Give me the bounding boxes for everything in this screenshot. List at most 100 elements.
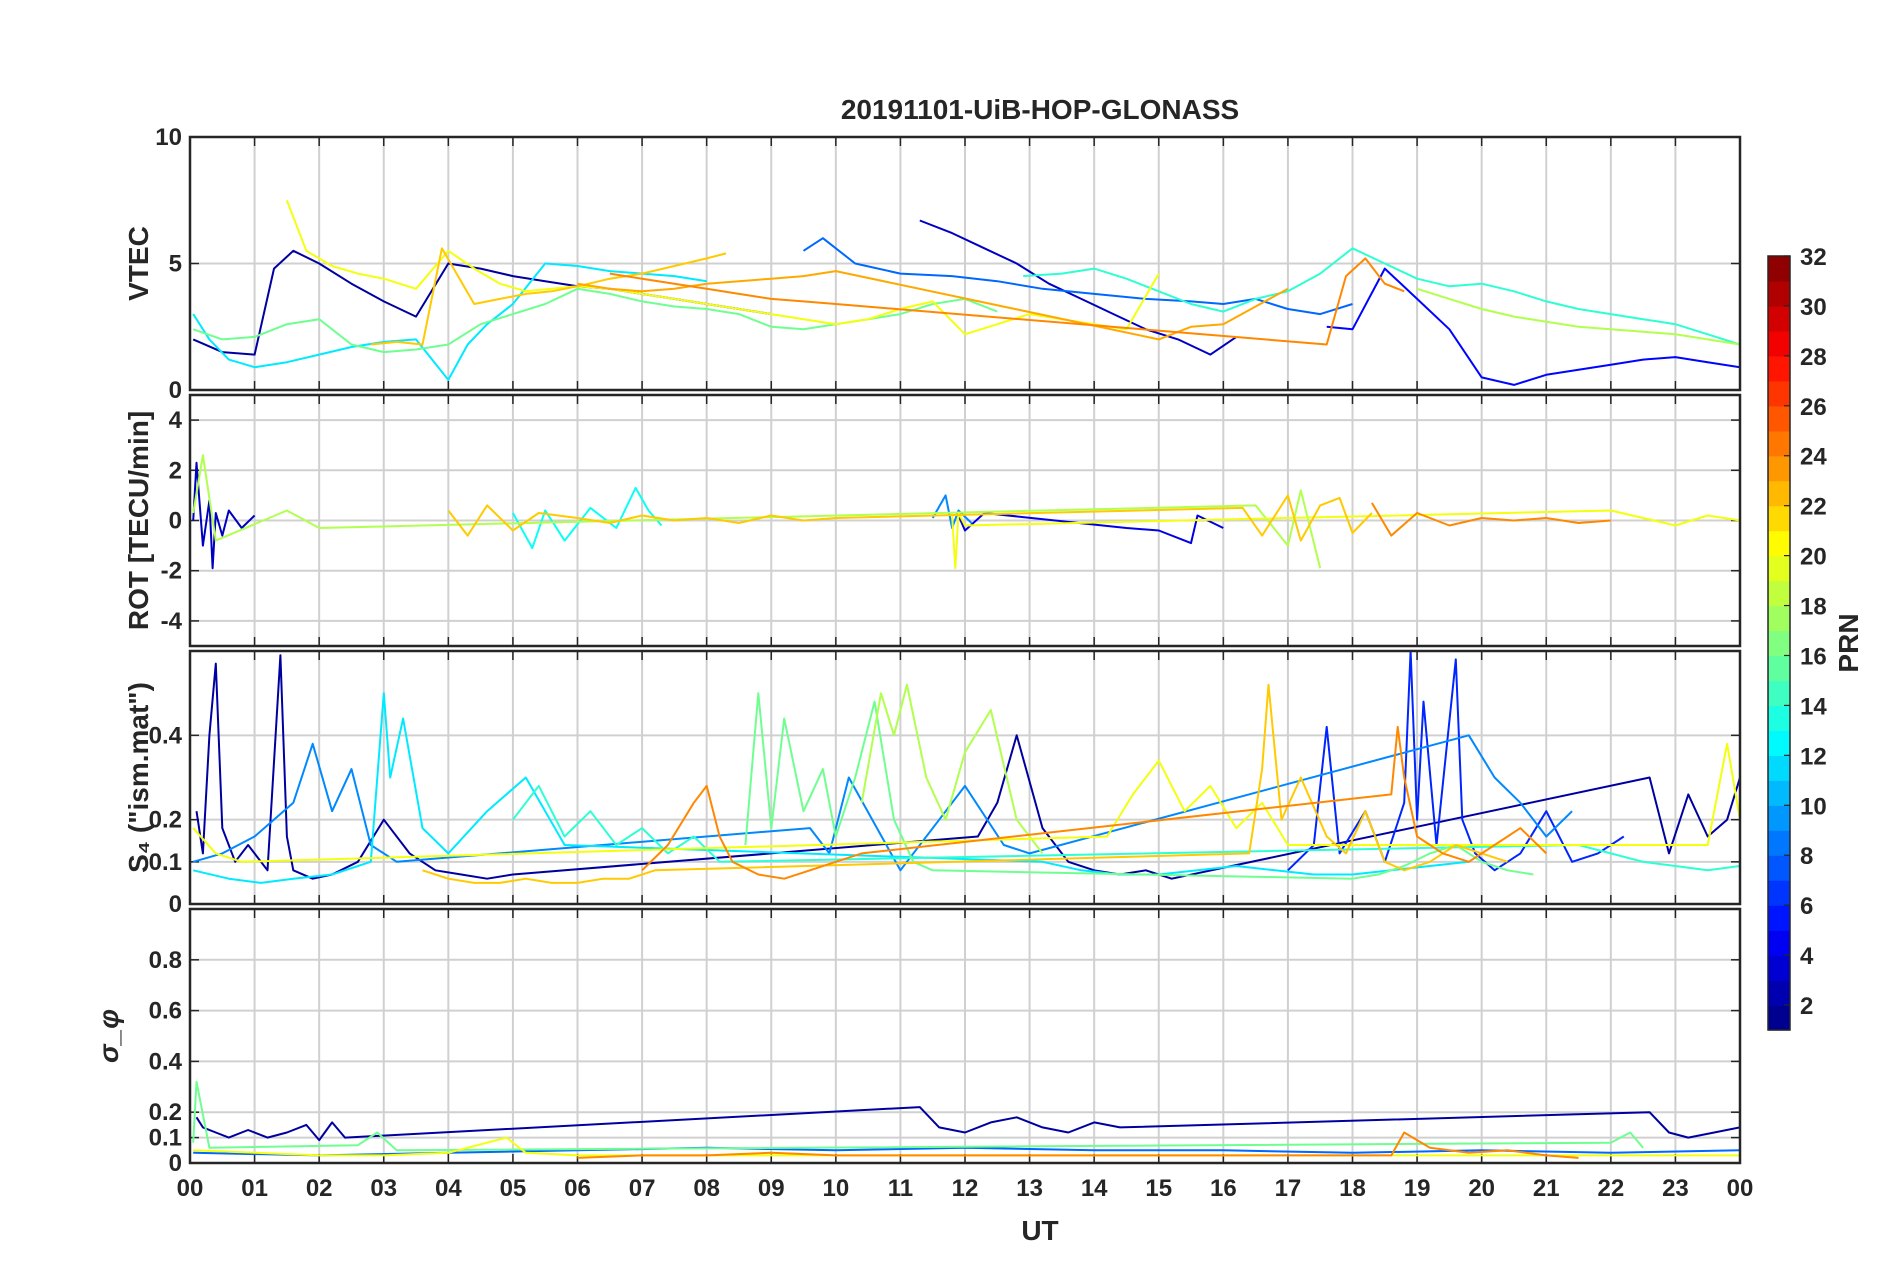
x-tick-label: 15	[1145, 1175, 1172, 1202]
colorbar-tick-label: 20	[1800, 544, 1827, 571]
colorbar-tick-label: 24	[1800, 444, 1827, 471]
series-line-prn-14	[512, 784, 1740, 872]
colorbar-segment	[1768, 755, 1790, 781]
series-line-prn-18	[1416, 287, 1740, 346]
y-tick-label: 4	[169, 407, 183, 434]
colorbar-tick-label: 22	[1800, 494, 1827, 521]
y-axis-label: VTEC	[123, 226, 154, 301]
series-line-prn-8	[802, 237, 1353, 316]
y-axis-label: ROT [TECU/min]	[123, 411, 154, 630]
series-line-prn-20	[951, 509, 1740, 570]
x-tick-label: 01	[241, 1175, 268, 1202]
colorbar-segment	[1768, 380, 1790, 407]
y-tick-label: 0	[169, 508, 182, 535]
series-line-prn-16	[744, 692, 1534, 880]
x-tick-label: 00	[1727, 1175, 1754, 1202]
y-axis-label: σ_φ	[93, 1009, 124, 1063]
colorbar-segment	[1768, 505, 1790, 532]
colorbar-segment	[1768, 705, 1790, 731]
colorbar-tick-label: 32	[1800, 244, 1827, 271]
x-tick-label: 16	[1210, 1175, 1237, 1202]
y-tick-label: 2	[169, 457, 182, 484]
series-line-prn-23	[577, 270, 1289, 341]
colorbar-segment	[1768, 905, 1790, 931]
colorbar-segment	[1768, 280, 1790, 307]
series-group	[192, 454, 1740, 570]
y-axis-label: S₄ ("ism.mat")	[123, 682, 154, 873]
panel-3: 0 0.1 0.2 0.4S₄ ("ism.mat")	[123, 649, 1742, 918]
y-tick-label: 0	[169, 1150, 182, 1177]
panel-frame	[188, 907, 1742, 1165]
x-tick-label: 00	[177, 1175, 204, 1202]
y-tick-label: 0.8	[149, 947, 182, 974]
x-tick-label: 17	[1275, 1175, 1302, 1202]
panel-4: 00.10.2 0.4 0.6 0.8 σ_φ	[93, 907, 1742, 1177]
colorbar-segment	[1768, 955, 1790, 981]
colorbar-segment	[1768, 880, 1790, 906]
series-line-prn-14	[1023, 247, 1740, 346]
colorbar-segment	[1768, 305, 1790, 332]
colorbar-tick-label: 18	[1800, 594, 1827, 621]
series-line-prn-18	[192, 454, 1322, 569]
x-tick-label: 19	[1404, 1175, 1431, 1202]
y-tick-label: 10	[155, 124, 182, 151]
y-tick-label: 0	[169, 891, 182, 918]
series-line-prn-16	[192, 1080, 1644, 1152]
y-tick-label: 0.1	[149, 1125, 182, 1152]
x-tick-label: 05	[500, 1175, 527, 1202]
colorbar-segment	[1768, 256, 1790, 282]
colorbar-tick-label: 6	[1800, 893, 1813, 920]
colorbar-segment	[1768, 780, 1790, 806]
colorbar-segment	[1768, 480, 1790, 507]
x-tick-label: 20	[1468, 1175, 1495, 1202]
series-line-prn-22	[370, 247, 727, 346]
series-line-prn-3	[919, 219, 1237, 356]
y-tick-label: -4	[161, 608, 183, 635]
colorbar-segment	[1768, 730, 1790, 756]
x-tick-label: 06	[564, 1175, 591, 1202]
series-line-prn-22	[422, 683, 1508, 884]
panel-frame	[188, 649, 1742, 906]
colorbar-segment	[1768, 830, 1790, 856]
x-tick-label: 04	[435, 1175, 462, 1202]
series-line-prn-13	[512, 486, 663, 550]
chart-title: 20191101-UiB-HOP-GLONASS	[841, 94, 1239, 125]
panel-frame	[188, 393, 1742, 648]
series-line-prn-6	[1287, 651, 1625, 872]
colorbar-tick-label: 28	[1800, 344, 1827, 371]
y-tick-label: 0.2	[149, 807, 182, 834]
colorbar-tick-label: 14	[1800, 693, 1827, 720]
colorbar-tick-label: 10	[1800, 793, 1827, 820]
x-tick-label: 22	[1597, 1175, 1624, 1202]
panel-frame	[188, 135, 1742, 392]
panel-2: -4 -2 0 2 4 ROT [TECU/min]	[123, 393, 1742, 648]
colorbar-tick-label: 8	[1800, 843, 1813, 870]
series-line-prn-22	[447, 494, 1373, 542]
series-line-prn-24	[1371, 502, 1611, 537]
colorbar-label: PRN	[1833, 613, 1864, 672]
colorbar-tick-label: 16	[1800, 643, 1827, 670]
colorbar-segment	[1768, 555, 1790, 582]
x-tick-label: 02	[306, 1175, 333, 1202]
colorbar-frame	[1767, 255, 1791, 1031]
colorbar-segment	[1768, 330, 1790, 357]
colorbar-segment	[1768, 605, 1790, 632]
colorbar-segment	[1768, 1005, 1790, 1031]
colorbar-tick-label: 30	[1800, 294, 1827, 321]
y-tick-label: 0.4	[149, 722, 183, 749]
series-line-prn-9	[192, 734, 1573, 872]
series-line-prn-20	[192, 742, 1740, 863]
series-line-prn-12	[192, 692, 1469, 884]
series-line-prn-5	[1326, 267, 1740, 386]
colorbar-segment	[1768, 930, 1790, 956]
x-tick-label: 18	[1339, 1175, 1366, 1202]
y-tick-label: 0.1	[149, 849, 182, 876]
colorbar-segment	[1768, 580, 1790, 607]
series-line-prn-20	[285, 199, 1160, 336]
series-group	[192, 199, 1740, 386]
series-line-prn-12	[192, 262, 707, 381]
x-tick-label: 13	[1016, 1175, 1043, 1202]
x-tick-label: 12	[952, 1175, 979, 1202]
series-line-prn-24	[577, 1131, 1579, 1159]
